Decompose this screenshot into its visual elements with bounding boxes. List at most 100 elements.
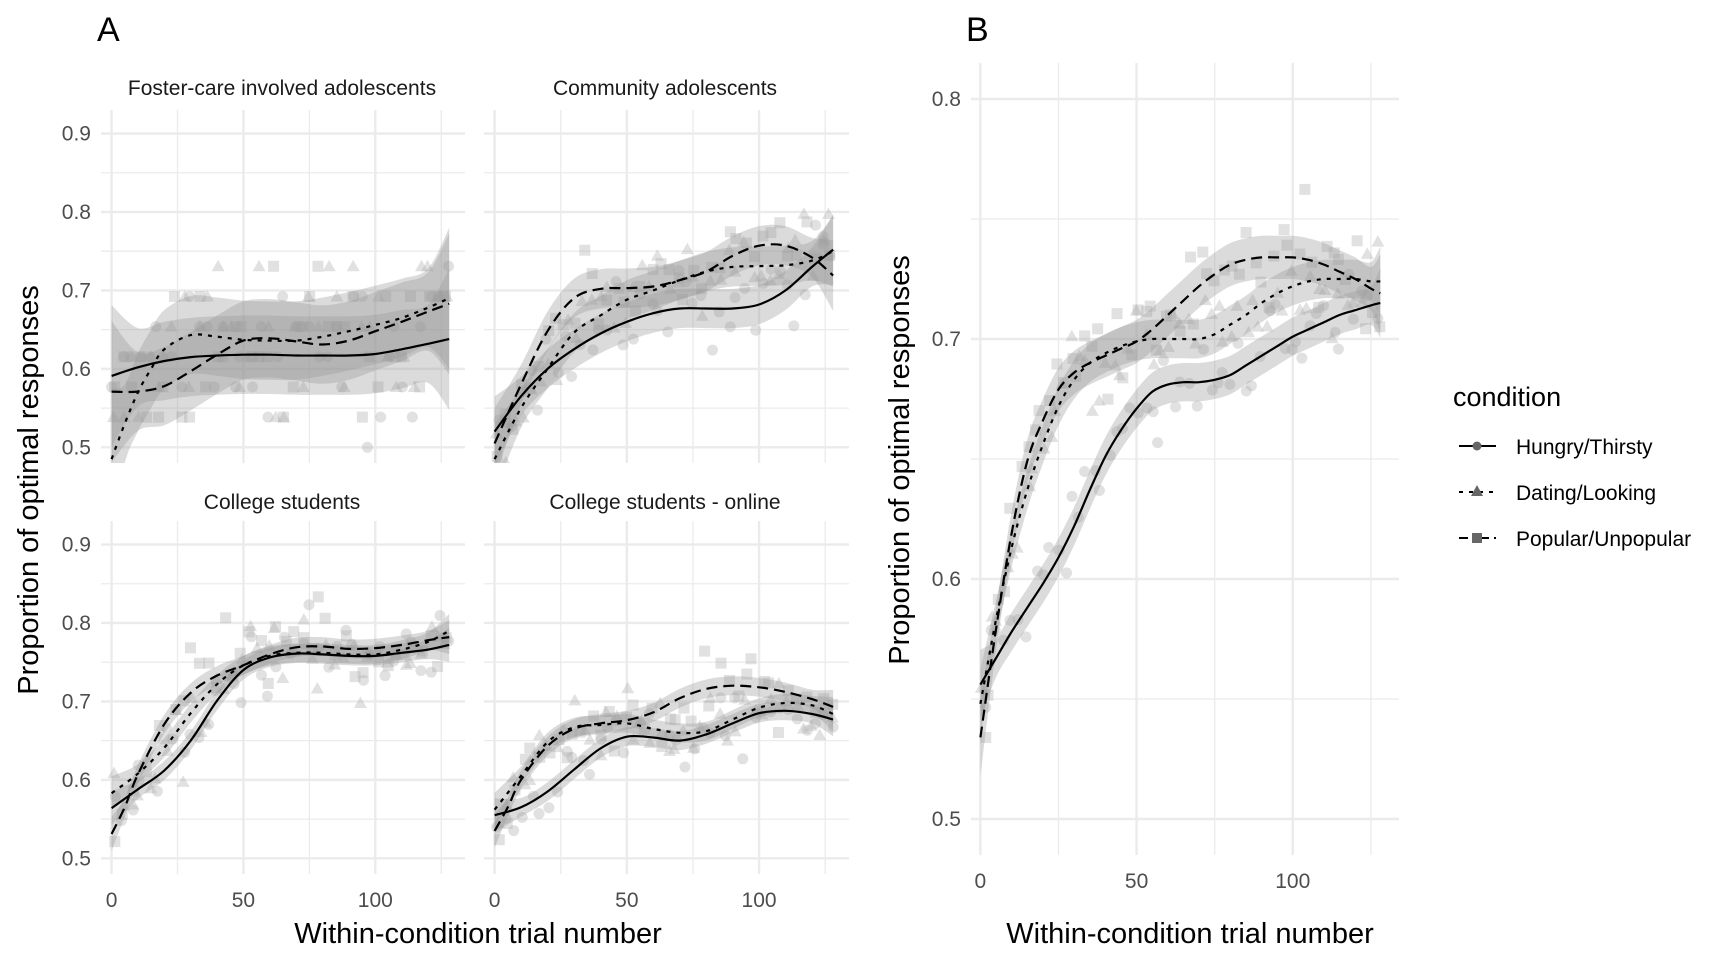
data-point-triangle	[501, 455, 510, 463]
data-point-circle	[262, 411, 274, 423]
ci-ribbon-hungry-thirsty	[494, 701, 834, 833]
data-point-triangle	[1325, 331, 1339, 344]
data-point-square	[1132, 304, 1144, 316]
data-point-circle	[1216, 366, 1228, 378]
data-point-square	[630, 305, 642, 317]
data-point-circle	[1240, 385, 1252, 397]
data-point-triangle	[634, 714, 648, 726]
data-point-square	[288, 626, 300, 638]
points-popular-unpopular	[109, 591, 452, 848]
data-point-square	[1201, 268, 1213, 280]
data-point-triangle	[1078, 353, 1092, 366]
data-point-square	[1313, 301, 1325, 313]
data-point-triangle	[506, 770, 520, 783]
data-point-circle	[150, 321, 162, 333]
data-point-triangle	[600, 280, 614, 293]
data-point-circle	[1197, 343, 1209, 355]
data-point-triangle	[407, 380, 421, 392]
ci-ribbon-dating-looking	[494, 215, 834, 463]
data-point-circle	[729, 692, 741, 704]
plot-area	[106, 227, 455, 463]
data-point-circle	[1147, 406, 1159, 418]
data-point-circle	[208, 381, 220, 393]
data-point-circle	[809, 718, 821, 730]
data-point-square	[646, 702, 658, 714]
data-point-square	[524, 742, 536, 754]
data-point-circle	[1286, 343, 1298, 355]
data-point-circle	[1066, 490, 1078, 502]
data-point-triangle	[200, 289, 214, 302]
data-point-square	[243, 626, 255, 638]
ci-ribbon-dating-looking	[111, 227, 450, 463]
data-point-square	[772, 727, 784, 739]
data-point-circle	[552, 366, 564, 378]
data-point-square	[678, 702, 690, 714]
data-point-square	[688, 264, 700, 276]
data-point-square	[699, 645, 711, 657]
data-point-square	[1051, 358, 1063, 370]
data-point-circle	[247, 381, 259, 393]
data-point-circle	[388, 321, 400, 333]
data-point-circle	[697, 722, 709, 734]
data-point-square	[357, 667, 369, 679]
data-point-square	[140, 766, 152, 778]
data-point-square	[1092, 323, 1104, 335]
data-point-triangle	[728, 265, 742, 277]
data-point-circle	[610, 276, 622, 288]
data-point-square	[439, 290, 451, 302]
x-tick-label: 0	[489, 889, 501, 912]
data-point-square	[620, 711, 632, 723]
data-point-square	[1218, 264, 1230, 276]
x-tick-label: 50	[1125, 870, 1148, 893]
data-point-square	[1102, 393, 1114, 405]
data-point-square	[1174, 325, 1186, 337]
data-point-square	[733, 690, 745, 702]
y-tick-label: 0.8	[62, 201, 91, 224]
data-point-square	[135, 351, 147, 363]
data-point-circle	[176, 381, 188, 393]
data-point-square	[1117, 372, 1129, 384]
data-point-triangle	[797, 207, 811, 219]
data-point-triangle	[277, 410, 291, 423]
data-point-square	[109, 836, 121, 848]
smooth-line-popular-unpopular	[111, 302, 450, 394]
data-point-triangle	[722, 243, 736, 256]
facet-title: College students - online	[549, 491, 780, 514]
data-point-triangle	[224, 320, 238, 332]
data-point-square	[1339, 273, 1351, 285]
data-point-square	[382, 660, 394, 672]
data-point-square	[763, 677, 775, 689]
data-point-triangle	[821, 207, 835, 219]
data-point-circle	[706, 344, 718, 356]
data-point-triangle	[490, 426, 504, 439]
data-point-square	[1111, 308, 1123, 320]
data-point-square	[349, 671, 361, 683]
data-point-triangle	[1318, 283, 1332, 296]
data-point-triangle	[244, 619, 258, 632]
data-point-triangle	[610, 709, 624, 722]
data-point-square	[499, 408, 511, 420]
data-point-circle	[1093, 484, 1105, 496]
x-axis-title-a: Within-condition trial number	[294, 918, 662, 950]
legend-label: Dating/Looking	[1516, 482, 1656, 505]
data-point-square	[655, 258, 667, 270]
data-point-triangle	[500, 798, 514, 810]
data-point-square	[765, 227, 777, 239]
data-point-circle	[346, 638, 358, 650]
data-point-square	[433, 290, 445, 302]
plot-area	[974, 183, 1386, 777]
data-point-circle	[809, 219, 821, 231]
data-point-square	[801, 216, 813, 228]
data-point-circle	[125, 351, 137, 363]
data-point-triangle	[825, 710, 839, 723]
y-tick-label: 0.6	[932, 568, 961, 591]
data-point-triangle	[737, 235, 751, 248]
data-point-square	[824, 249, 836, 261]
data-point-triangle	[1246, 293, 1260, 306]
data-point-triangle	[372, 289, 386, 302]
data-point-circle	[686, 297, 698, 309]
data-point-square	[818, 693, 830, 705]
data-point-square	[126, 381, 138, 393]
data-point-square	[184, 411, 196, 423]
data-point-triangle	[305, 652, 319, 664]
